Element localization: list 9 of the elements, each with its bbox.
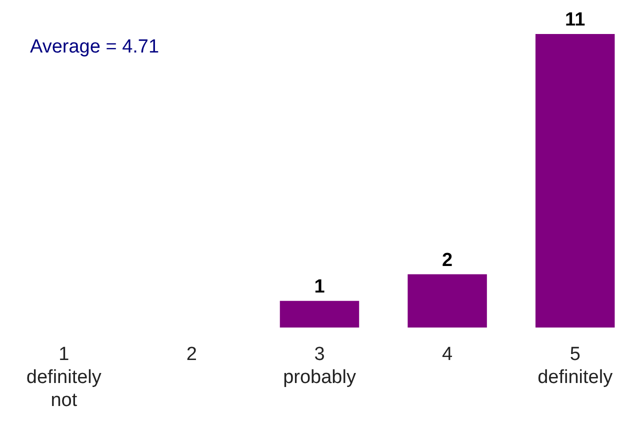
x-tick-label: 4 bbox=[442, 344, 454, 366]
x-tick-label: 3 probably bbox=[283, 344, 356, 388]
x-tick-label: 1 definitely not bbox=[26, 344, 102, 411]
data-label: 11 bbox=[565, 10, 586, 31]
data-label: 1 bbox=[314, 276, 326, 298]
data-label: 2 bbox=[442, 250, 453, 271]
x-tick-label: 2 bbox=[186, 344, 197, 366]
annotation: Average = 4.71 bbox=[30, 36, 160, 58]
x-tick-label: 5 definitely bbox=[538, 344, 614, 388]
